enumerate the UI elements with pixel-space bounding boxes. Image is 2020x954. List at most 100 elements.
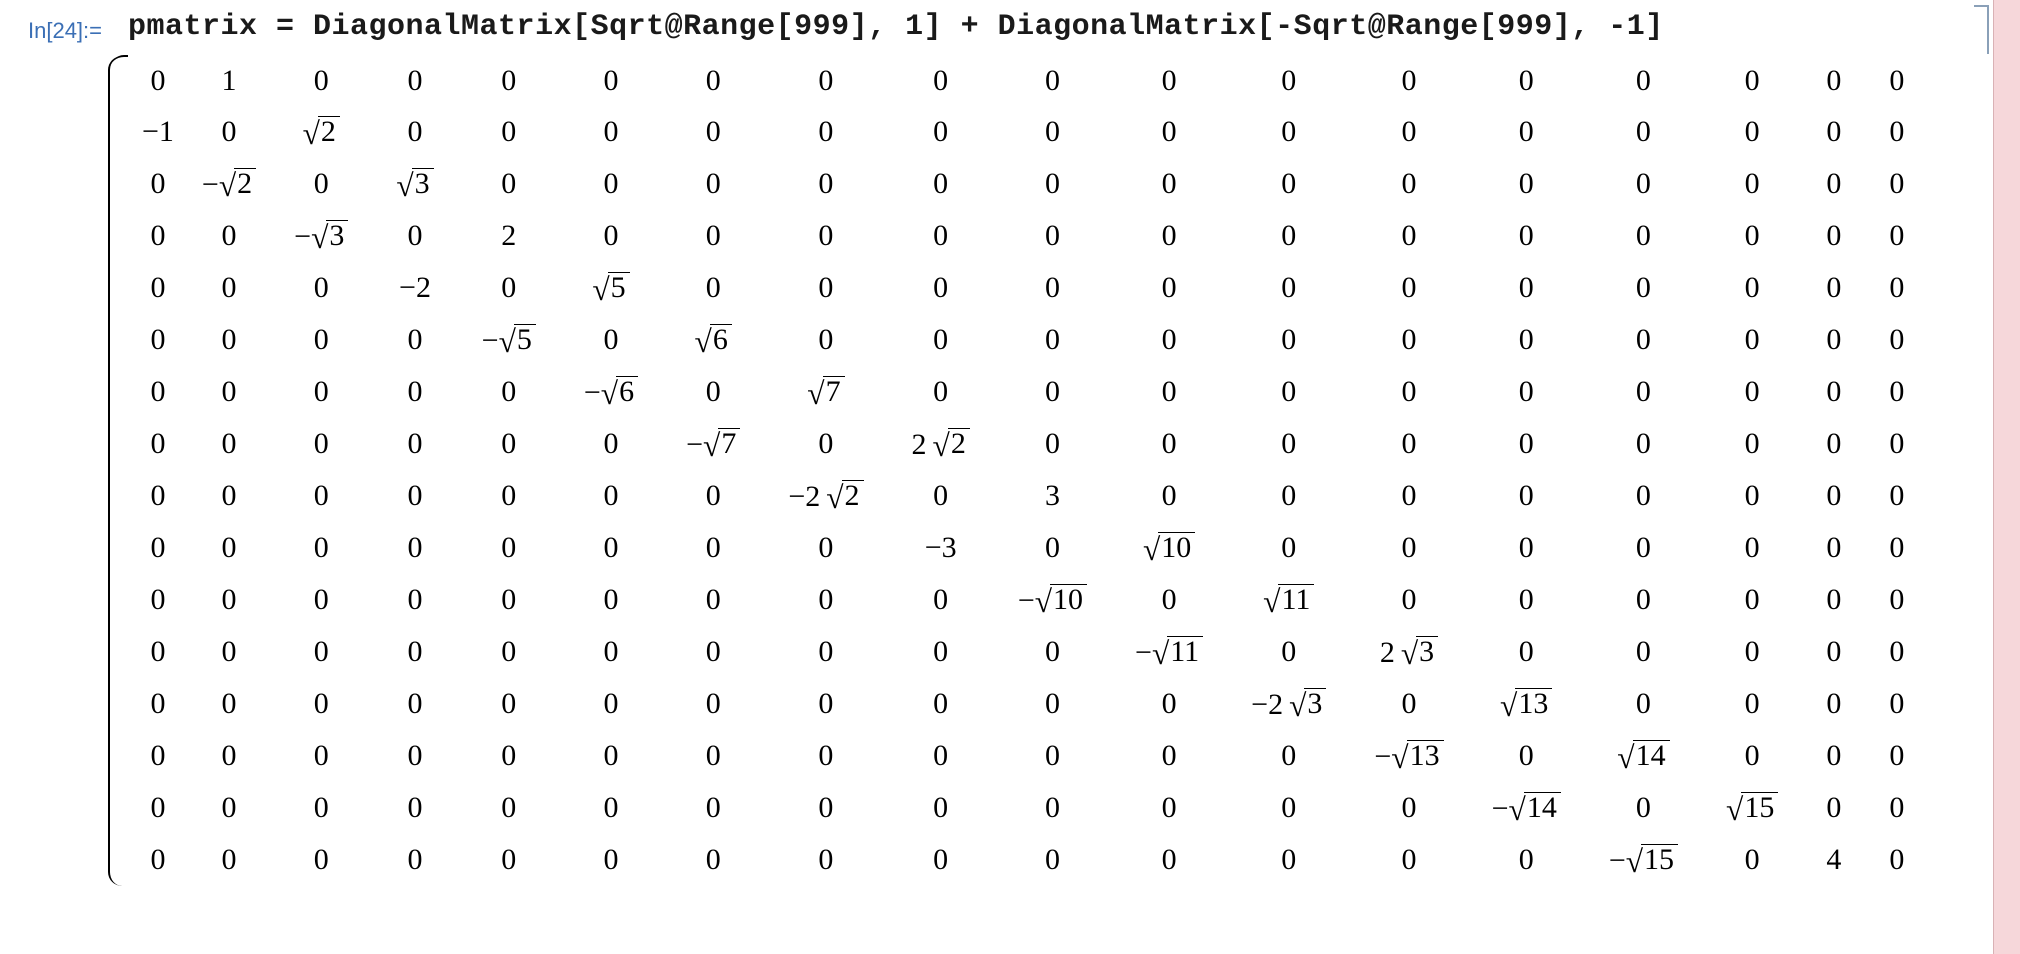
matrix-cell: 0 [1585, 158, 1702, 210]
matrix-cell: −√5 [458, 314, 560, 366]
notebook: In[24]:= pmatrix = DiagonalMatrix[Sqrt@R… [0, 0, 2020, 954]
matrix-cell: 0 [1865, 106, 1928, 158]
matrix-cell: √3 [372, 158, 457, 210]
matrix-cell: 0 [128, 834, 188, 886]
matrix-cell: 0 [458, 522, 560, 574]
matrix-cell: 0 [1802, 418, 1865, 470]
matrix-cell: 0 [188, 678, 270, 730]
matrix-cell: 0 [1585, 678, 1702, 730]
matrix-cell: 0 [188, 418, 270, 470]
matrix-cell: 0 [128, 314, 188, 366]
matrix-cell: 0 [1468, 106, 1585, 158]
matrix-cell: 0 [458, 470, 560, 522]
matrix-cell: −2√2 [764, 470, 887, 522]
matrix-cell: 0 [560, 574, 662, 626]
matrix-cell: 0 [764, 210, 887, 262]
matrix-cell: 0 [458, 574, 560, 626]
matrix-cell: 0 [458, 730, 560, 782]
matrix-cell: 0 [372, 834, 457, 886]
matrix-cell: 0 [888, 158, 994, 210]
table-row: 0000000−2√20300000000 [128, 470, 1928, 522]
matrix-cell: 0 [1802, 730, 1865, 782]
matrix-cell: 0 [128, 626, 188, 678]
matrix-cell: −√11 [1111, 626, 1227, 678]
table-row: 000000000−√100√11000000 [128, 574, 1928, 626]
matrix-cell: 0 [128, 574, 188, 626]
matrix-cell: 0 [888, 314, 994, 366]
matrix-cell: 0 [1468, 418, 1585, 470]
matrix-cell: 0 [764, 262, 887, 314]
matrix-cell: 0 [1111, 314, 1227, 366]
matrix-cell: 0 [1802, 56, 1865, 106]
matrix-cell: 0 [1802, 314, 1865, 366]
input-code[interactable]: pmatrix = DiagonalMatrix[Sqrt@Range[999]… [128, 0, 1664, 44]
table-row: 0000−√50√600000000000 [128, 314, 1928, 366]
matrix-cell: 0 [188, 626, 270, 678]
matrix-cell: 0 [1468, 522, 1585, 574]
matrix-cell: 2√2 [888, 418, 994, 470]
matrix-left-paren [108, 56, 128, 886]
matrix-cell: 0 [1111, 262, 1227, 314]
matrix-cell: 0 [1227, 730, 1350, 782]
table-row: 00−√3020000000000000 [128, 210, 1928, 262]
matrix-cell: 0 [458, 626, 560, 678]
matrix-cell: 0 [128, 522, 188, 574]
matrix-cell: 0 [888, 834, 994, 886]
matrix-cell: 0 [1865, 158, 1928, 210]
table-row: 00000−√60√70000000000 [128, 366, 1928, 418]
matrix-cell: 0 [1865, 366, 1928, 418]
matrix-cell: 0 [1227, 56, 1350, 106]
matrix-cell: 0 [1865, 626, 1928, 678]
matrix-cell: 0 [764, 56, 887, 106]
matrix-cell: 0 [1227, 782, 1350, 834]
matrix-cell: 0 [994, 782, 1111, 834]
matrix-cell: 0 [188, 574, 270, 626]
notebook-right-strip[interactable] [1993, 0, 2020, 954]
matrix-cell: 0 [764, 782, 887, 834]
matrix-cell: 0 [1468, 730, 1585, 782]
input-cell[interactable]: In[24]:= pmatrix = DiagonalMatrix[Sqrt@R… [0, 0, 2020, 44]
matrix-cell: 0 [1350, 834, 1467, 886]
matrix-cell: 0 [662, 678, 764, 730]
matrix-cell: √11 [1227, 574, 1350, 626]
matrix-cell: 0 [1702, 314, 1802, 366]
matrix-cell: 0 [560, 782, 662, 834]
matrix-cell: 0 [662, 158, 764, 210]
matrix-cell: 0 [1350, 314, 1467, 366]
cell-bracket-icon[interactable] [1972, 4, 1992, 56]
matrix-cell: 0 [1227, 418, 1350, 470]
matrix-cell: 0 [994, 626, 1111, 678]
matrix-cell: 0 [188, 834, 270, 886]
table-row: 0000000000000−√140√1500 [128, 782, 1928, 834]
matrix-cell: 0 [1865, 470, 1928, 522]
matrix-cell: 0 [1702, 574, 1802, 626]
matrix-cell: 0 [1585, 366, 1702, 418]
matrix-cell: √13 [1468, 678, 1585, 730]
matrix-cell: 0 [1865, 262, 1928, 314]
output-cell[interactable]: 010000000000000000−10√20000000000000000−… [0, 44, 2020, 886]
table-row: 0000000000−√1102√300000 [128, 626, 1928, 678]
matrix-cell: 0 [1350, 56, 1467, 106]
matrix-cell: 0 [764, 574, 887, 626]
matrix-cell: 0 [1468, 470, 1585, 522]
matrix-cell: 0 [1111, 678, 1227, 730]
matrix-cell: 0 [1468, 366, 1585, 418]
matrix-cell: 0 [372, 782, 457, 834]
table-row: −10√2000000000000000 [128, 106, 1928, 158]
matrix-cell: 0 [270, 56, 372, 106]
matrix-cell: √15 [1702, 782, 1802, 834]
matrix-cell: 0 [994, 262, 1111, 314]
matrix-cell: 0 [270, 418, 372, 470]
matrix-cell: 0 [1350, 574, 1467, 626]
matrix-cell: 0 [888, 470, 994, 522]
matrix-cell: 0 [888, 106, 994, 158]
matrix-cell: 0 [662, 522, 764, 574]
matrix-cell: 0 [1468, 158, 1585, 210]
matrix-cell: 0 [372, 56, 457, 106]
matrix-cell: 0 [1802, 470, 1865, 522]
matrix-cell: 0 [1802, 782, 1865, 834]
matrix-cell: 0 [1468, 210, 1585, 262]
matrix-cell: 0 [1227, 314, 1350, 366]
matrix-table: 010000000000000000−10√20000000000000000−… [128, 56, 1928, 886]
matrix-cell: 0 [1585, 210, 1702, 262]
